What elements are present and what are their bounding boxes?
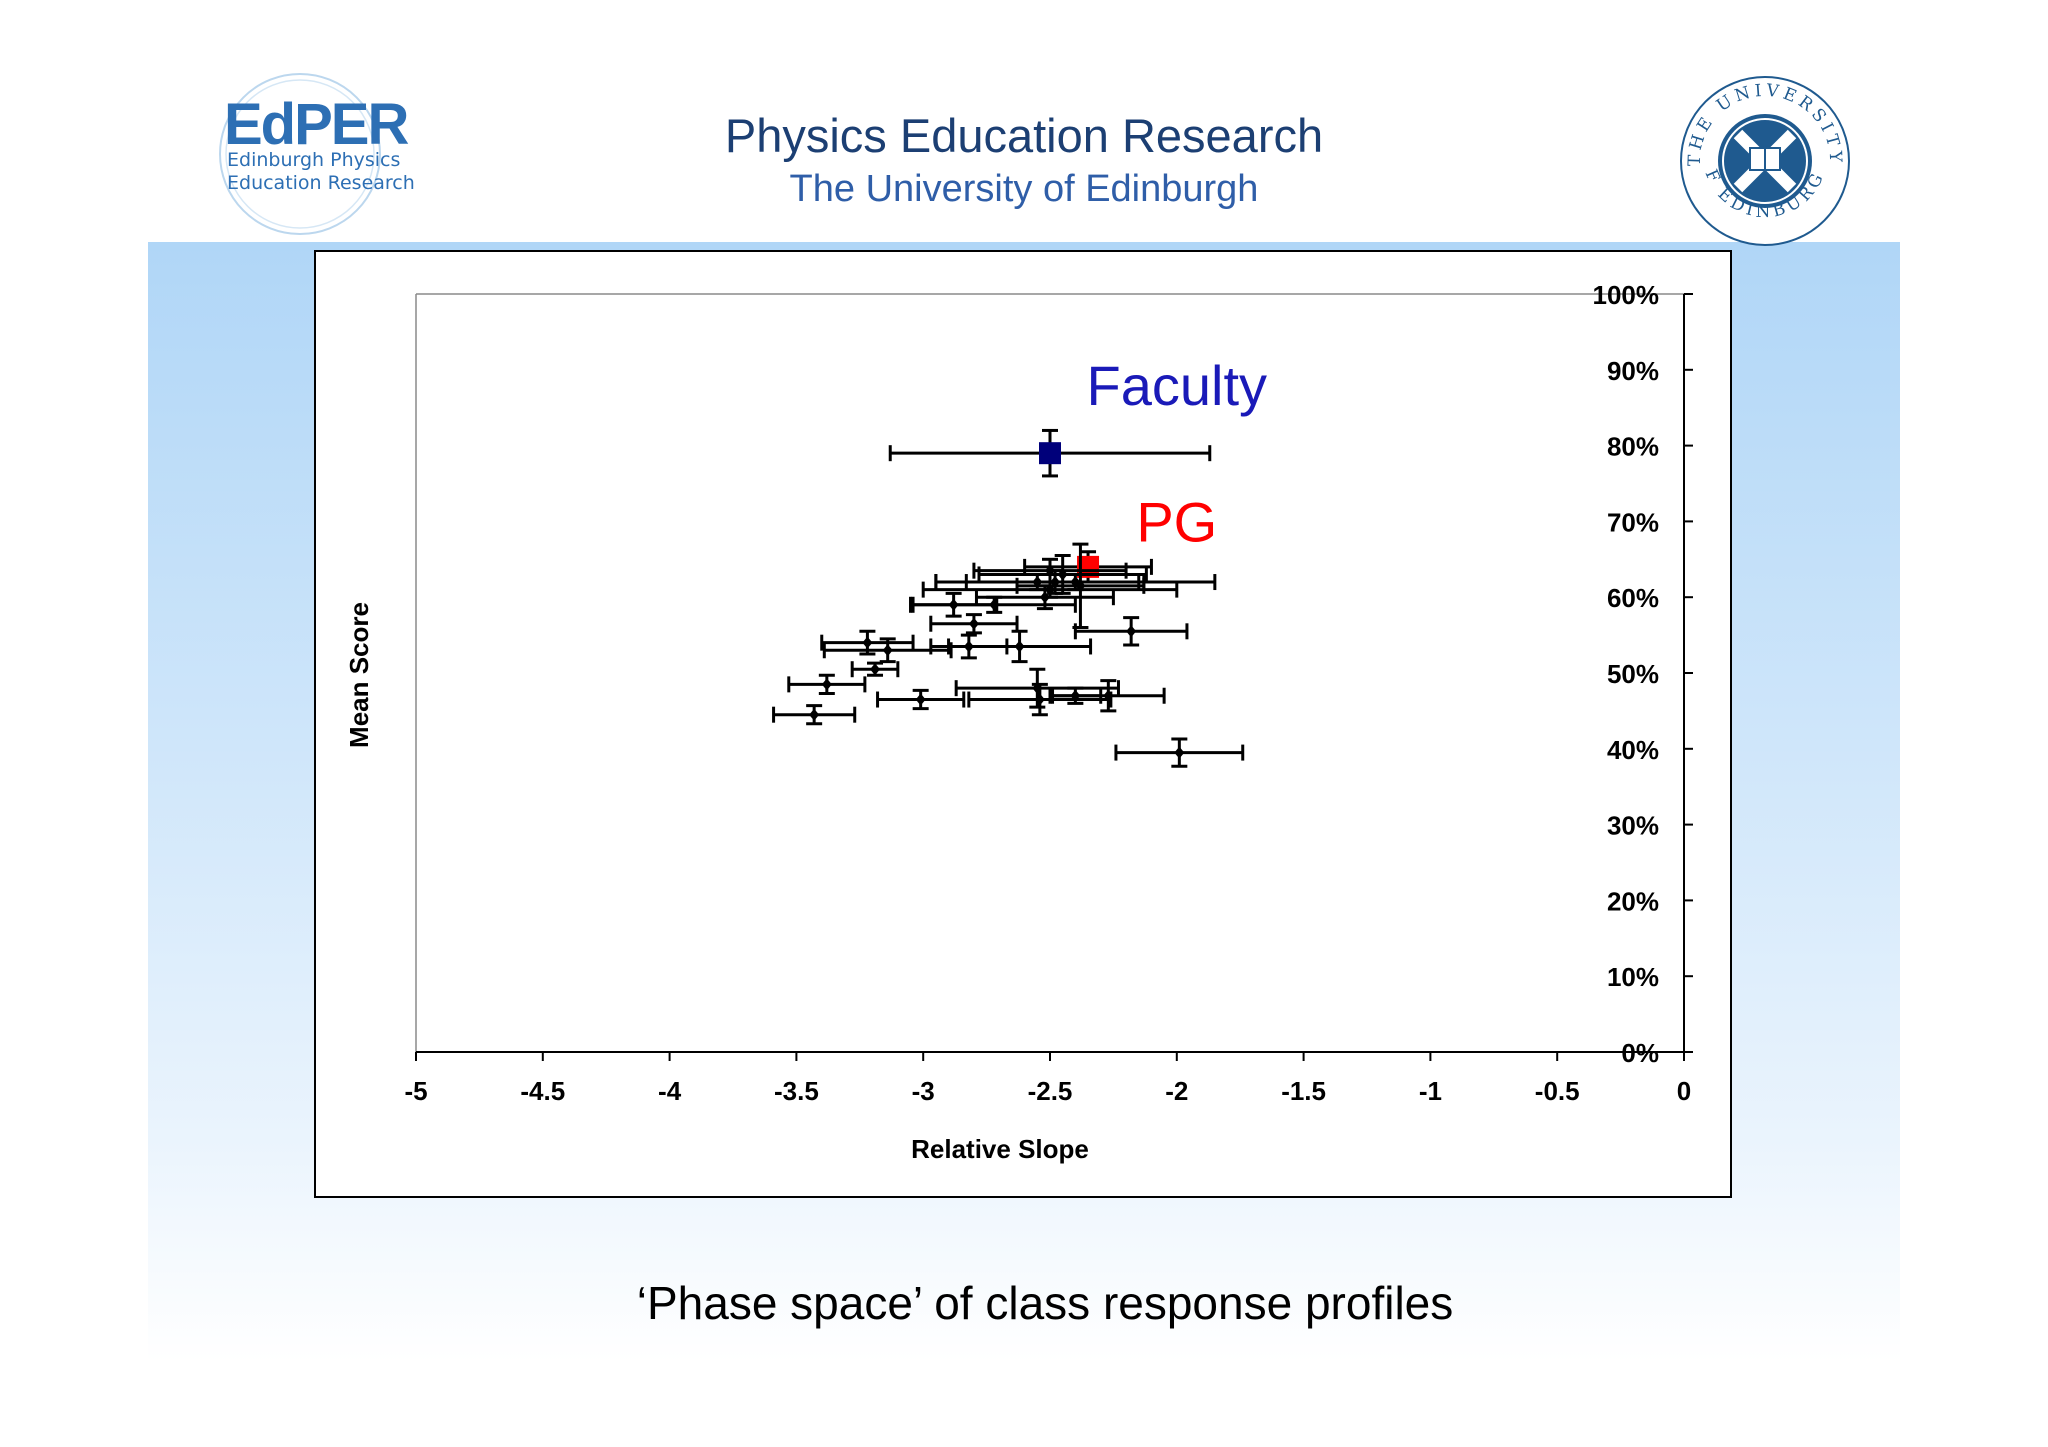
edper-logo: EdPER Edinburgh Physics Education Resear…	[219, 73, 415, 235]
y-tick-label: 0%	[1621, 1038, 1659, 1068]
pg-point	[1023, 550, 1153, 584]
y-tick-label: 10%	[1607, 962, 1659, 992]
chart-plot: -5 -4.5 -4 -3.5 -3 -2.5 -2 -1.5 -1 -0.5 0 0% 10% 20% 3…	[344, 280, 1693, 1164]
classes-marker	[915, 693, 926, 706]
classes-point	[929, 613, 1019, 635]
classes-point	[1073, 616, 1189, 647]
y-tick-label: 60%	[1607, 583, 1659, 613]
edper-logo-line2: Education Research	[227, 172, 415, 194]
y-tick-label: 20%	[1607, 886, 1659, 916]
classes-marker	[882, 644, 893, 657]
classes-point	[822, 637, 953, 664]
faculty-marker	[1039, 442, 1061, 465]
classes-marker	[1126, 625, 1137, 638]
classes-point	[876, 688, 966, 711]
y-tick-label: 100%	[1593, 280, 1660, 310]
x-tick-label: -1	[1419, 1076, 1442, 1106]
edper-logo-line1: Edinburgh Physics	[227, 149, 400, 171]
annotation-faculty: Faculty	[1087, 354, 1268, 417]
classes-marker	[1014, 640, 1025, 653]
x-tick-label: -2	[1165, 1076, 1188, 1106]
classes-point	[772, 704, 857, 726]
page-subtitle: The University of Edinburgh	[789, 168, 1259, 210]
classes-marker	[1039, 591, 1050, 604]
page-title: Physics Education Research	[724, 109, 1324, 162]
chart-frame: -5 -4.5 -4 -3.5 -3 -2.5 -2 -1.5 -1 -0.5 0 0% 10% 20% 3…	[314, 250, 1732, 1198]
classes-marker	[809, 708, 820, 721]
classes-point	[1114, 737, 1245, 768]
classes-point	[934, 572, 1217, 592]
y-tick-label: 50%	[1607, 659, 1659, 689]
x-tick-label: -3.5	[774, 1076, 819, 1106]
classes-marker	[1174, 746, 1185, 759]
classes-marker	[1034, 693, 1045, 706]
y-axis-title: Mean Score	[344, 602, 374, 748]
y-tick-label: 40%	[1607, 735, 1659, 765]
x-tick-label: -0.5	[1535, 1076, 1580, 1106]
slide-caption: ‘Phase space’ of class response profiles	[636, 1277, 1454, 1329]
classes-marker	[968, 617, 979, 630]
faculty-point	[888, 428, 1212, 478]
y-tick-label: 80%	[1607, 432, 1659, 462]
x-tick-label: -5	[404, 1076, 427, 1106]
classes-point	[1048, 686, 1103, 705]
y-tick-label: 90%	[1607, 356, 1659, 386]
classes-point	[787, 673, 867, 695]
x-tick-label: -4	[658, 1076, 682, 1106]
classes-point	[850, 661, 900, 678]
classes-marker	[870, 663, 881, 676]
x-tick-label: 0	[1677, 1076, 1691, 1106]
y-tick-label: 70%	[1607, 507, 1659, 537]
x-tick-label: -3	[912, 1076, 935, 1106]
classes-point	[911, 595, 1077, 614]
classes-point	[977, 554, 1148, 595]
classes-point	[947, 629, 1093, 664]
pg-marker	[1077, 555, 1100, 578]
y-tick-label: 30%	[1607, 811, 1659, 841]
classes-marker	[821, 678, 832, 691]
x-tick-label: -1.5	[1281, 1076, 1326, 1106]
x-axis-title: Relative Slope	[911, 1134, 1089, 1164]
classes-marker	[989, 598, 1000, 611]
classes-marker	[1057, 568, 1068, 581]
classes-point	[967, 682, 1113, 717]
university-seal-logo: THE UNIVERSITY OF EDINBURGH	[1678, 74, 1850, 246]
annotation-pg: PG	[1136, 490, 1217, 553]
edper-logo-name: EdPER	[224, 92, 408, 157]
classes-marker	[1070, 576, 1081, 589]
x-tick-label: -4.5	[520, 1076, 565, 1106]
x-tick-label: -2.5	[1028, 1076, 1073, 1106]
classes-point	[1015, 542, 1146, 630]
classes-marker	[862, 636, 873, 649]
